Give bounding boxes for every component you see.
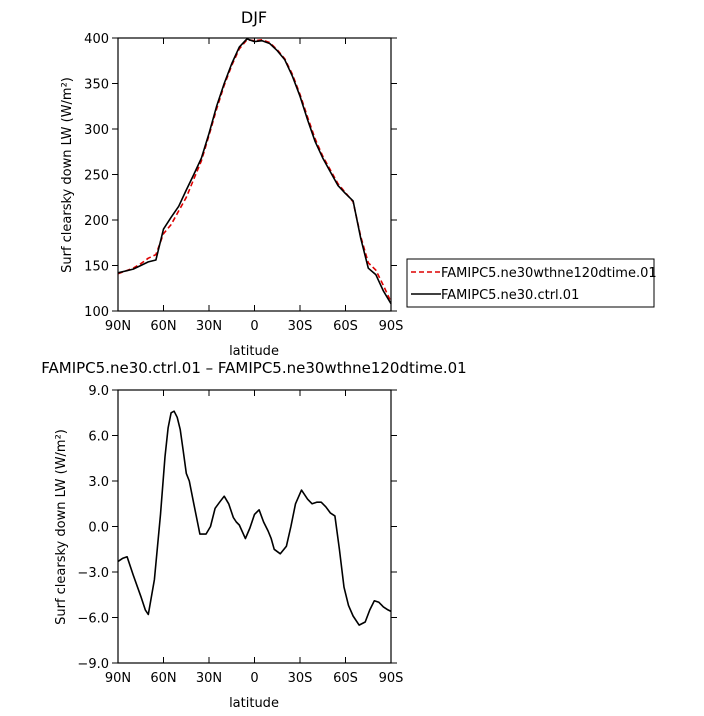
bottom-series-lines — [117, 410, 392, 626]
bottom-x-tick-label: 30S — [288, 671, 313, 686]
top-chart-title: DJF — [241, 8, 267, 27]
bottom-y-tick-label: 6.0 — [88, 430, 109, 445]
top-series-line-2 — [117, 38, 392, 305]
top-y-tick-label: 300 — [84, 123, 109, 138]
bottom-plot-frame — [117, 389, 392, 664]
top-series-line-1 — [117, 38, 392, 303]
top-x-tick-label: 30S — [288, 319, 313, 334]
top-y-tick-label: 100 — [84, 305, 109, 320]
top-y-tick-label: 350 — [84, 78, 109, 93]
bottom-y-tick-label: 3.0 — [88, 475, 109, 490]
bottom-panel: FAMIPC5.ne30.ctrl.01 – FAMIPC5.ne30wthne… — [41, 359, 466, 711]
top-x-tick-label: 30N — [196, 319, 222, 334]
bottom-series-line-1 — [117, 410, 392, 626]
bottom-x-tick-label: 60N — [150, 671, 176, 686]
bottom-ticks: 90N 60N 30N 0 30S 60S 90S −9.0 −6.0 −3.0 0.0 3.0 6.0… — [77, 384, 403, 686]
legend-label-series-1: FAMIPC5.ne30wthne120dtime.01 — [441, 266, 657, 281]
top-panel: DJF Surf clearsky down LW (W/m²) latitud… — [60, 8, 403, 359]
bottom-y-tick-label: −6.0 — [77, 612, 109, 627]
bottom-x-tick-label: 90N — [105, 671, 131, 686]
bottom-y-axis-label: Surf clearsky down LW (W/m²) — [54, 429, 69, 625]
top-y-tick-label: 200 — [84, 214, 109, 229]
top-ticks: 90N 60N 30N 0 30S 60S 90S 100 150 200 250 300 350 400 — [84, 32, 403, 334]
top-x-tick-label: 90N — [105, 319, 131, 334]
top-y-axis-label: Surf clearsky down LW (W/m²) — [60, 77, 75, 273]
top-plot-frame — [117, 37, 392, 312]
top-x-axis-label: latitude — [229, 344, 279, 359]
legend-label-series-2: FAMIPC5.ne30.ctrl.01 — [441, 288, 579, 303]
top-x-tick-label: 60S — [333, 319, 358, 334]
top-x-tick-label: 0 — [250, 319, 258, 334]
top-y-tick-label: 400 — [84, 32, 109, 47]
bottom-y-tick-label: −9.0 — [77, 657, 109, 672]
bottom-x-tick-label: 0 — [250, 671, 258, 686]
bottom-x-tick-label: 30N — [196, 671, 222, 686]
top-y-tick-label: 150 — [84, 260, 109, 275]
legend: FAMIPC5.ne30wthne120dtime.01 FAMIPC5.ne3… — [406, 258, 657, 308]
bottom-y-tick-label: −3.0 — [77, 566, 109, 581]
top-x-tick-label: 60N — [150, 319, 176, 334]
bottom-y-tick-label: 0.0 — [88, 521, 109, 536]
bottom-x-tick-label: 90S — [379, 671, 404, 686]
bottom-x-axis-label: latitude — [229, 696, 279, 711]
top-y-tick-label: 250 — [84, 169, 109, 184]
top-series-lines — [117, 38, 392, 305]
bottom-x-tick-label: 60S — [333, 671, 358, 686]
bottom-y-tick-label: 9.0 — [88, 384, 109, 399]
top-x-tick-label: 90S — [379, 319, 404, 334]
legend-box — [406, 258, 655, 308]
bottom-chart-title: FAMIPC5.ne30.ctrl.01 – FAMIPC5.ne30wthne… — [41, 359, 466, 377]
